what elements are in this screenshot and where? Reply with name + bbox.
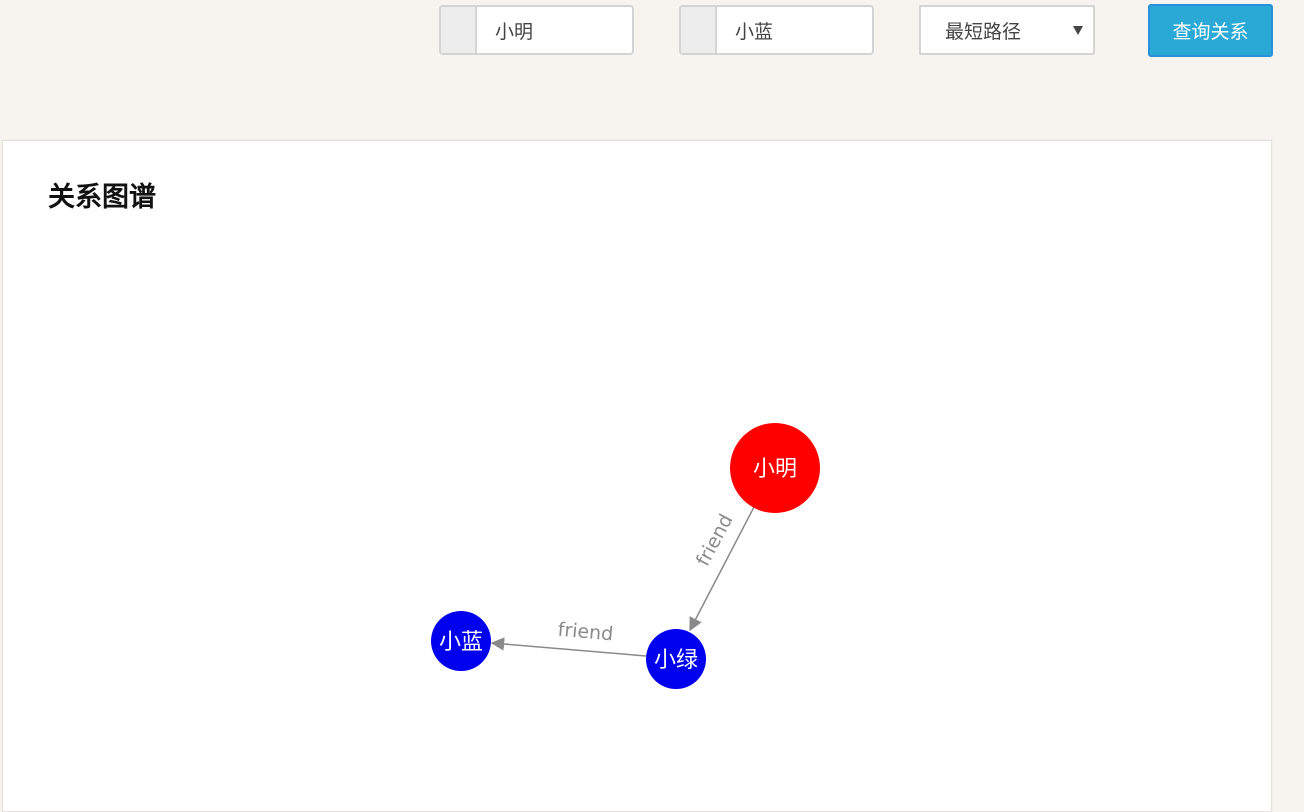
to-person-input[interactable] bbox=[717, 7, 872, 53]
graph-edge[interactable] bbox=[490, 637, 647, 657]
from-input-addon bbox=[441, 7, 477, 53]
relation-type-select[interactable]: 最短路径 bbox=[919, 5, 1095, 55]
relation-type-selected: 最短路径 bbox=[945, 20, 1022, 43]
graph-node[interactable]: 小绿 bbox=[646, 629, 706, 689]
graph-edge-label: friend bbox=[557, 619, 614, 646]
graph-node[interactable]: 小明 bbox=[730, 423, 820, 513]
graph-node-label: 小明 bbox=[753, 457, 797, 482]
dropdown-caret-icon bbox=[1073, 25, 1083, 35]
from-person-input[interactable] bbox=[477, 7, 632, 53]
panel-title: 关系图谱 bbox=[48, 182, 156, 213]
graph-edge[interactable] bbox=[689, 506, 755, 632]
relation-graph-panel: 关系图谱 friend friend 小明 小绿 小蓝 bbox=[2, 140, 1272, 812]
graph-node-label: 小蓝 bbox=[439, 630, 483, 655]
relation-graph: friend friend 小明 小绿 小蓝 bbox=[431, 423, 820, 689]
from-person-field bbox=[439, 5, 634, 55]
to-input-addon bbox=[681, 7, 717, 53]
query-toolbar: 最短路径 查询关系 bbox=[0, 0, 1304, 70]
to-person-field bbox=[679, 5, 874, 55]
query-relation-button[interactable]: 查询关系 bbox=[1148, 4, 1273, 57]
graph-edge-label: friend bbox=[692, 510, 738, 569]
graph-node[interactable]: 小蓝 bbox=[431, 611, 491, 671]
graph-node-label: 小绿 bbox=[654, 648, 698, 673]
